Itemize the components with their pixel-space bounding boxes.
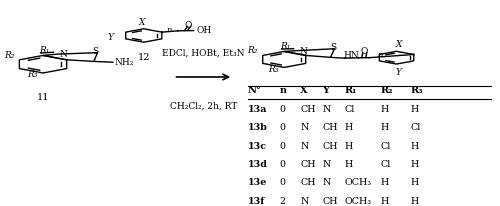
Text: 0: 0: [280, 104, 285, 113]
Text: R₂: R₂: [4, 50, 14, 59]
Text: 2: 2: [280, 196, 285, 205]
Text: Y: Y: [322, 86, 330, 95]
Text: O: O: [185, 21, 192, 30]
Text: 13f: 13f: [248, 196, 265, 205]
Text: H: H: [345, 141, 353, 150]
Text: H: H: [345, 123, 353, 132]
Text: R₃: R₃: [26, 70, 37, 79]
Text: EDCl, HOBt, Et₃N: EDCl, HOBt, Et₃N: [162, 48, 244, 57]
Text: CH: CH: [322, 123, 338, 132]
Text: H: H: [380, 196, 388, 205]
Text: H: H: [380, 177, 388, 186]
Text: N: N: [300, 141, 308, 150]
Text: R₃: R₃: [268, 65, 278, 74]
Text: H: H: [410, 159, 418, 168]
Text: Cl: Cl: [410, 123, 420, 132]
Text: R₂: R₂: [380, 86, 393, 95]
Text: N°: N°: [248, 86, 262, 95]
Text: O: O: [360, 47, 368, 56]
Text: N: N: [300, 123, 308, 132]
Text: S: S: [92, 47, 98, 56]
Text: Y: Y: [108, 33, 114, 42]
Text: R₂: R₂: [248, 46, 258, 55]
Text: 13e: 13e: [248, 177, 267, 186]
Text: Cl: Cl: [380, 141, 391, 150]
Text: OCH₃: OCH₃: [345, 177, 372, 186]
Text: H: H: [345, 159, 353, 168]
Text: N: N: [300, 47, 308, 56]
Text: CH: CH: [322, 196, 338, 205]
Text: 13b: 13b: [248, 123, 268, 132]
Text: X: X: [300, 86, 308, 95]
Text: 0: 0: [280, 177, 285, 186]
Text: H: H: [410, 104, 418, 113]
Text: 11: 11: [37, 92, 50, 101]
Text: 0: 0: [280, 123, 285, 132]
Text: HN: HN: [344, 51, 359, 60]
Text: N: N: [300, 196, 308, 205]
Text: N: N: [60, 50, 68, 59]
Text: 0: 0: [280, 141, 285, 150]
Text: Cl: Cl: [380, 159, 391, 168]
Text: CH₂Cl₂, 2h, RT: CH₂Cl₂, 2h, RT: [170, 101, 237, 110]
Text: n: n: [280, 86, 286, 95]
Text: Y: Y: [396, 68, 402, 77]
Text: 13d: 13d: [248, 159, 268, 168]
Text: S: S: [330, 43, 336, 52]
Text: H: H: [380, 104, 388, 113]
Text: OH: OH: [196, 26, 212, 35]
Text: 12: 12: [138, 53, 150, 61]
Text: N: N: [322, 159, 331, 168]
Text: H: H: [410, 196, 418, 205]
Text: N: N: [322, 177, 331, 186]
Text: CH: CH: [300, 177, 316, 186]
Text: OCH₃: OCH₃: [345, 196, 372, 205]
Text: CH: CH: [300, 159, 316, 168]
Text: R₁: R₁: [280, 41, 290, 50]
Text: 13a: 13a: [248, 104, 268, 113]
Text: CH: CH: [322, 141, 338, 150]
Text: R₁: R₁: [345, 86, 357, 95]
Text: H: H: [410, 177, 418, 186]
Text: Cl: Cl: [345, 104, 355, 113]
Text: N: N: [322, 104, 331, 113]
Text: R₁: R₁: [39, 45, 49, 54]
Text: X: X: [138, 18, 144, 26]
Text: n: n: [378, 51, 383, 59]
Text: NH₂: NH₂: [114, 58, 134, 67]
Text: H: H: [380, 123, 388, 132]
Text: 13c: 13c: [248, 141, 267, 150]
Text: R₃: R₃: [410, 86, 423, 95]
Text: n: n: [166, 26, 172, 33]
Text: X: X: [396, 40, 402, 49]
Text: H: H: [410, 141, 418, 150]
Text: CH: CH: [300, 104, 316, 113]
Text: 0: 0: [280, 159, 285, 168]
